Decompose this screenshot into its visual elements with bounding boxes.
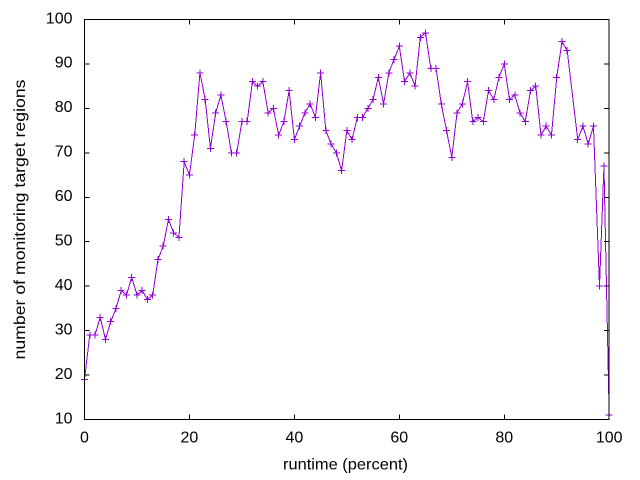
svg-text:20: 20: [181, 430, 199, 447]
svg-text:runtime (percent): runtime (percent): [283, 457, 408, 474]
svg-text:100: 100: [596, 430, 623, 447]
svg-text:30: 30: [55, 321, 73, 338]
svg-text:70: 70: [55, 144, 73, 161]
svg-text:60: 60: [55, 188, 73, 205]
svg-text:60: 60: [390, 430, 408, 447]
svg-text:40: 40: [55, 277, 73, 294]
svg-text:40: 40: [286, 430, 304, 447]
svg-text:100: 100: [46, 10, 73, 27]
svg-text:number of monitoring target re: number of monitoring target regions: [12, 80, 29, 360]
svg-text:90: 90: [55, 55, 73, 72]
svg-text:80: 80: [495, 430, 513, 447]
svg-text:50: 50: [55, 233, 73, 250]
svg-text:0: 0: [80, 430, 89, 447]
svg-text:80: 80: [55, 99, 73, 116]
svg-text:20: 20: [55, 366, 73, 383]
svg-text:10: 10: [55, 410, 73, 427]
